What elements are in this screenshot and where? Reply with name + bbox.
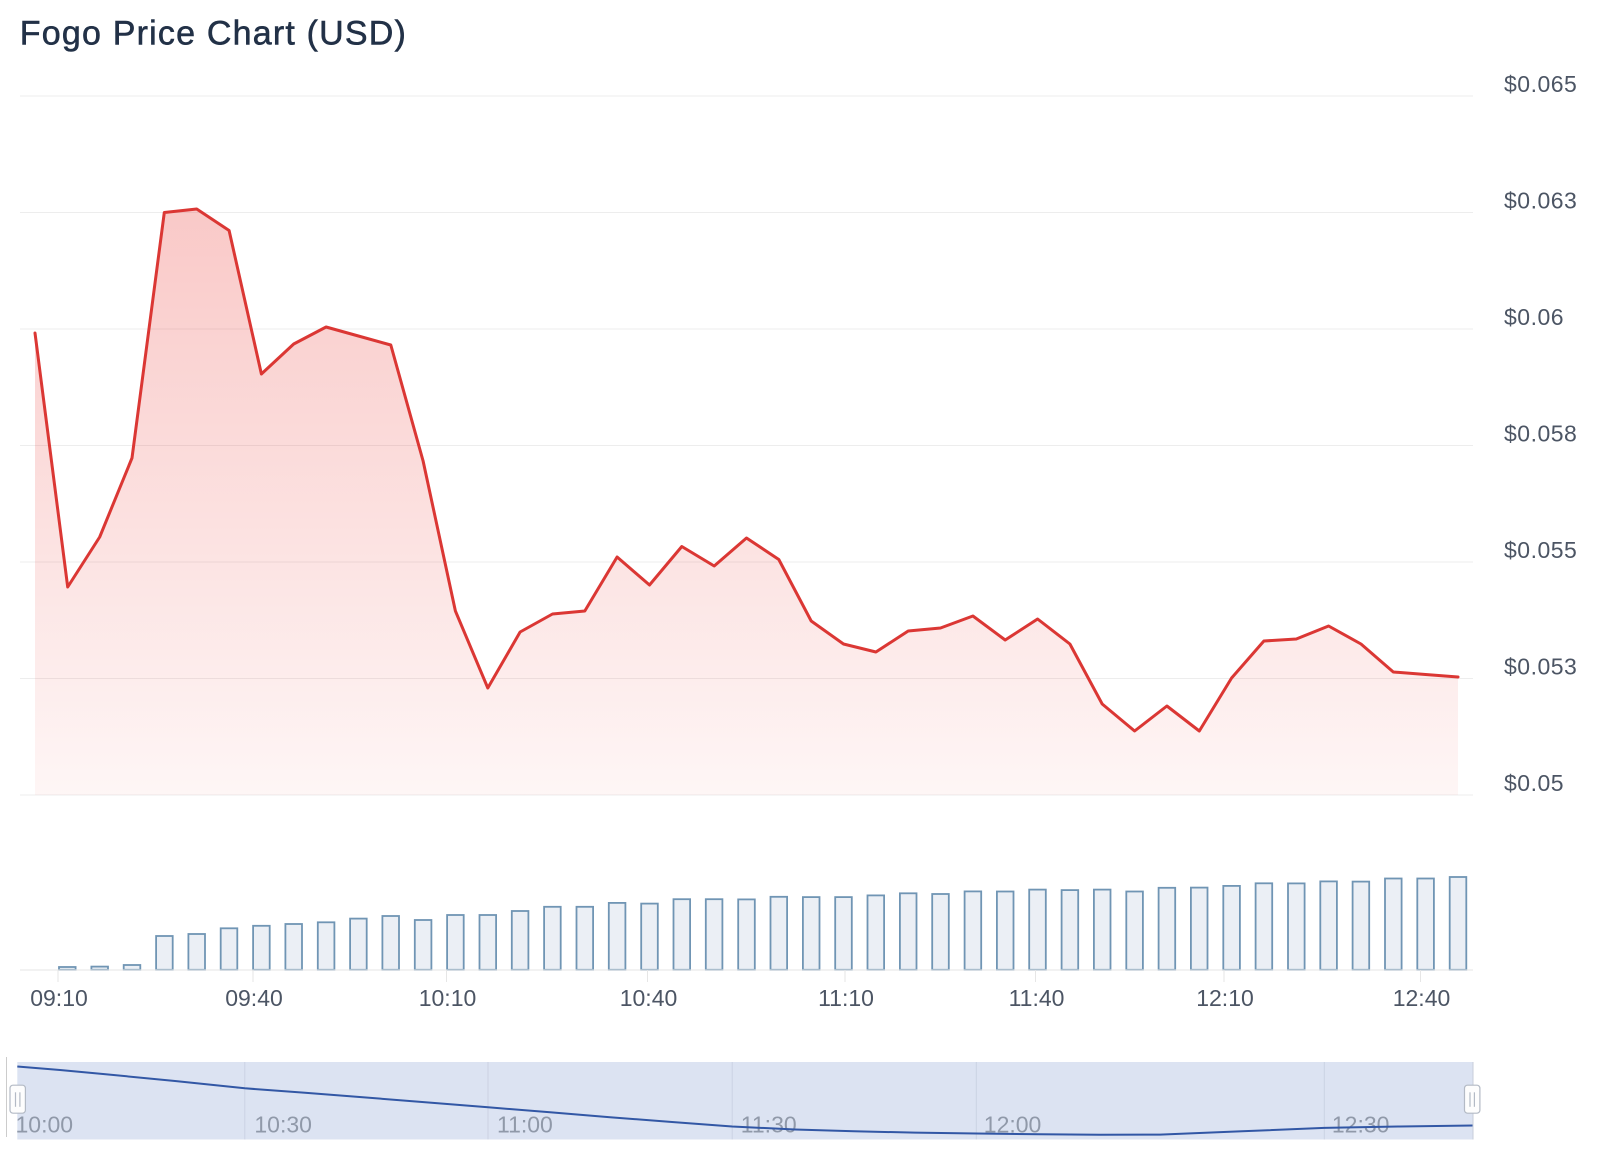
svg-text:$0.055: $0.055 <box>1504 537 1577 563</box>
svg-text:10:00: 10:00 <box>16 1111 74 1137</box>
svg-text:10:40: 10:40 <box>620 985 678 1011</box>
svg-text:Fogo Price Chart (USD): Fogo Price Chart (USD) <box>20 15 407 53</box>
svg-text:10:10: 10:10 <box>419 985 477 1011</box>
svg-text:$0.06: $0.06 <box>1504 304 1564 330</box>
svg-text:12:10: 12:10 <box>1196 985 1254 1011</box>
svg-text:$0.053: $0.053 <box>1504 653 1577 679</box>
svg-text:12:30: 12:30 <box>1332 1111 1390 1137</box>
svg-text:$0.058: $0.058 <box>1504 420 1577 446</box>
svg-text:11:00: 11:00 <box>497 1111 553 1137</box>
svg-text:11:10: 11:10 <box>818 985 874 1011</box>
svg-text:09:10: 09:10 <box>30 985 88 1011</box>
svg-text:12:40: 12:40 <box>1393 985 1451 1011</box>
svg-text:11:30: 11:30 <box>741 1111 797 1137</box>
svg-text:$0.065: $0.065 <box>1504 71 1577 97</box>
svg-text:09:40: 09:40 <box>225 985 283 1011</box>
svg-text:$0.05: $0.05 <box>1504 770 1564 796</box>
svg-text:10:30: 10:30 <box>254 1111 312 1137</box>
svg-text:$0.063: $0.063 <box>1504 187 1577 213</box>
svg-text:11:40: 11:40 <box>1009 985 1065 1011</box>
